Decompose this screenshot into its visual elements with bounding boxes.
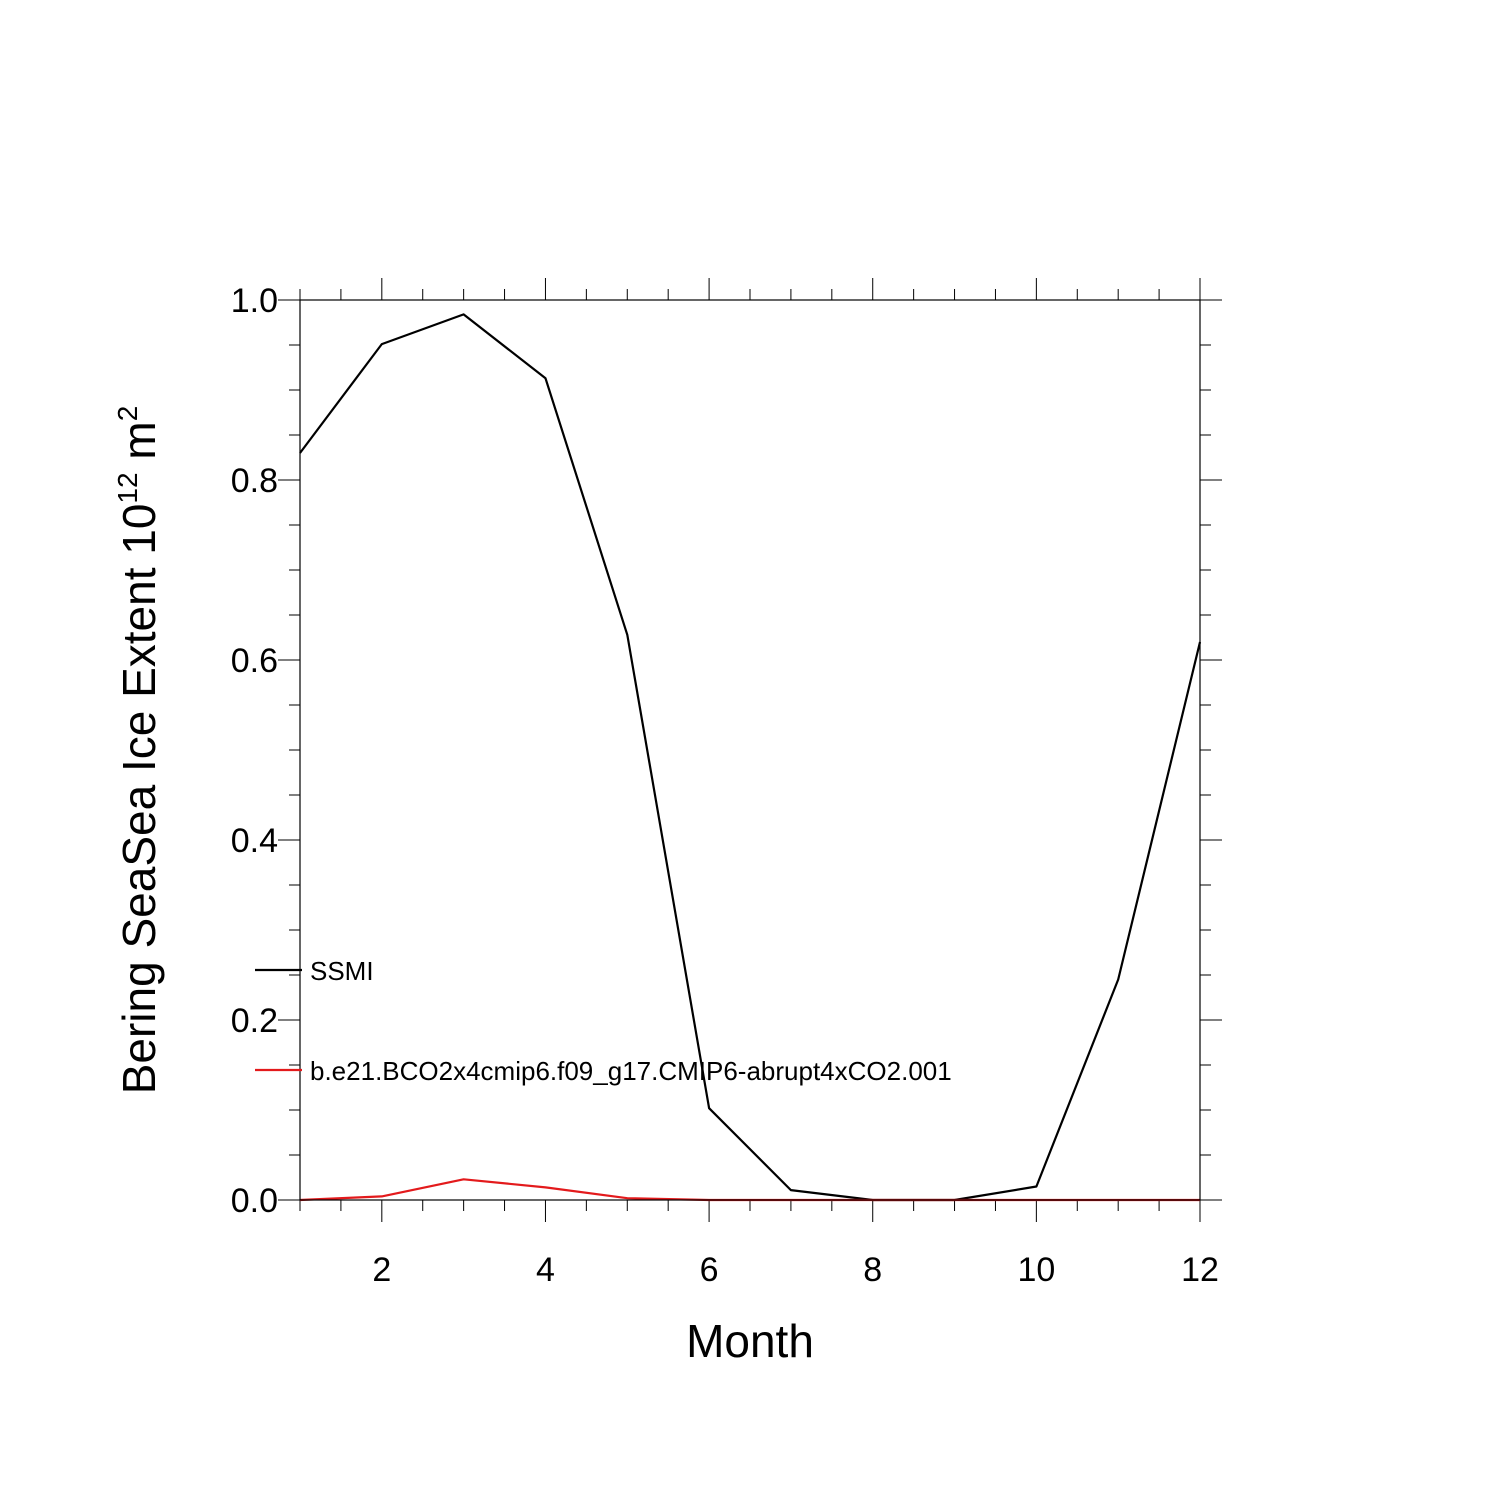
legend-label-1: SSMI — [310, 956, 374, 986]
y-axis-title: Bering SeaSea Ice Extent 1012 m2 — [112, 406, 165, 1095]
x-tick-label: 12 — [1181, 1251, 1219, 1289]
y-axis-title-main: Bering SeaSea Ice Extent 10 — [113, 504, 165, 1095]
y-axis-title-unit-exponent: 2 — [112, 406, 143, 422]
y-tick-label: 0.6 — [231, 642, 278, 680]
y-tick-label: 0.8 — [231, 462, 278, 500]
x-tick-label: 2 — [372, 1251, 391, 1289]
y-tick-label: 0.2 — [231, 1002, 278, 1040]
legend: SSMI b.e21.BCO2x4cmip6.f09_g17.CMIP6-abru… — [255, 956, 952, 1086]
y-tick-label: 0.0 — [231, 1182, 278, 1220]
y-axis-title-unit: m — [113, 421, 165, 472]
y-tick-label: 1.0 — [231, 282, 278, 320]
x-tick-label: 10 — [1017, 1251, 1055, 1289]
series-line-1 — [299, 313, 1202, 1202]
x-tick-label: 6 — [700, 1251, 719, 1289]
y-axis-title-exponent: 12 — [112, 472, 143, 503]
x-tick-label: 8 — [863, 1251, 882, 1289]
series-line-2 — [299, 1178, 1200, 1202]
ticks-layer — [278, 278, 1222, 1222]
legend-label-2: b.e21.BCO2x4cmip6.f09_g17.CMIP6-abrupt4x… — [310, 1056, 952, 1086]
x-axis-title: Month — [686, 1315, 814, 1367]
tick-labels-layer: 2 4 6 8 10 12 0.0 0.2 0.4 0.6 0.8 1.0 — [231, 282, 1219, 1289]
plot-frame — [299, 299, 1201, 1201]
x-tick-label: 4 — [536, 1251, 555, 1289]
y-tick-label: 0.4 — [231, 822, 278, 860]
